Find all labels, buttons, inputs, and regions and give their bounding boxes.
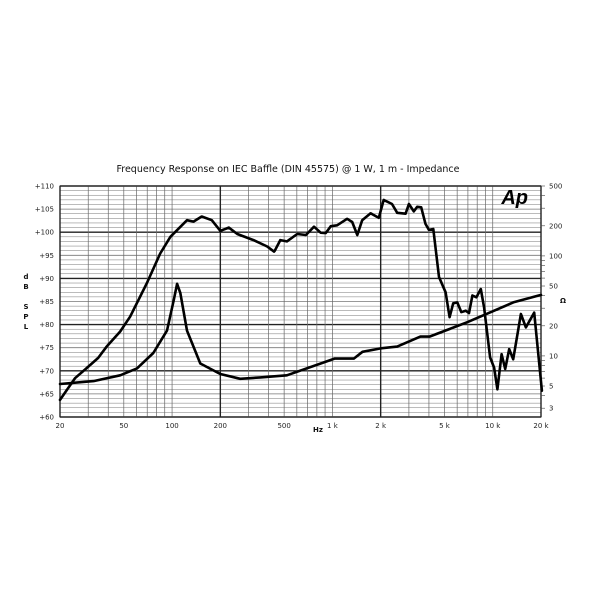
y2-tick-label: 10 xyxy=(549,352,558,360)
y2-tick-label: 3 xyxy=(549,405,553,413)
chart-title: Frequency Response on IEC Baffle (DIN 45… xyxy=(116,164,459,175)
y-tick-label: +80 xyxy=(39,321,54,329)
y-axis-label-letter: P xyxy=(23,313,28,321)
x-tick-label: 20 xyxy=(56,422,65,430)
y-tick-label: +65 xyxy=(39,390,54,398)
x-axis-label: Hz xyxy=(313,426,323,434)
y2-tick-label: 500 xyxy=(549,183,562,191)
x-tick-label: 10 k xyxy=(485,422,501,430)
y2-tick-label: 100 xyxy=(549,252,562,260)
y-tick-label: +85 xyxy=(39,298,54,306)
impedance-line xyxy=(58,282,543,386)
y-axis-label-letter: d xyxy=(23,273,28,281)
y-tick-label: +105 xyxy=(35,206,54,214)
x-tick-label: 1 k xyxy=(327,422,339,430)
plot-frame xyxy=(59,185,542,418)
y2-tick-label: 20 xyxy=(549,322,558,330)
y2-tick-label: 50 xyxy=(549,283,558,291)
y-axis-label-letter: L xyxy=(24,323,29,331)
spl-response-line xyxy=(58,198,544,402)
y2-axis-label: Ω xyxy=(560,297,566,305)
y-tick-label: +70 xyxy=(39,367,54,375)
tick-labels: 20 50 100 200 500 1 k 2 k 5 k 10 k 20 k +110 +105 +1… xyxy=(35,183,563,431)
x-tick-label: 5 k xyxy=(439,422,451,430)
y-tick-label: +100 xyxy=(35,229,54,237)
y-axis-label-letter: B xyxy=(23,283,28,291)
x-tick-label: 20 k xyxy=(533,422,549,430)
x-tick-label: 50 xyxy=(119,422,128,430)
y-tick-label: +110 xyxy=(35,183,54,191)
x-tick-label: 100 xyxy=(165,422,178,430)
series-lines xyxy=(58,198,544,402)
y-tick-label: +60 xyxy=(39,414,54,422)
y-tick-label: +75 xyxy=(39,344,54,352)
ap-logo: Ap xyxy=(500,187,528,209)
y-axis-label-letter: S xyxy=(23,303,28,311)
x-tick-label: 200 xyxy=(214,422,227,430)
y2-tick-label: 5 xyxy=(549,383,553,391)
x-tick-label: 500 xyxy=(277,422,290,430)
y-axis-label: dB SPL xyxy=(23,273,28,331)
y-tick-label: +90 xyxy=(39,275,54,283)
y-tick-label: +95 xyxy=(39,252,54,260)
y2-tick-label: 200 xyxy=(549,222,562,230)
x-tick-label: 2 k xyxy=(375,422,387,430)
